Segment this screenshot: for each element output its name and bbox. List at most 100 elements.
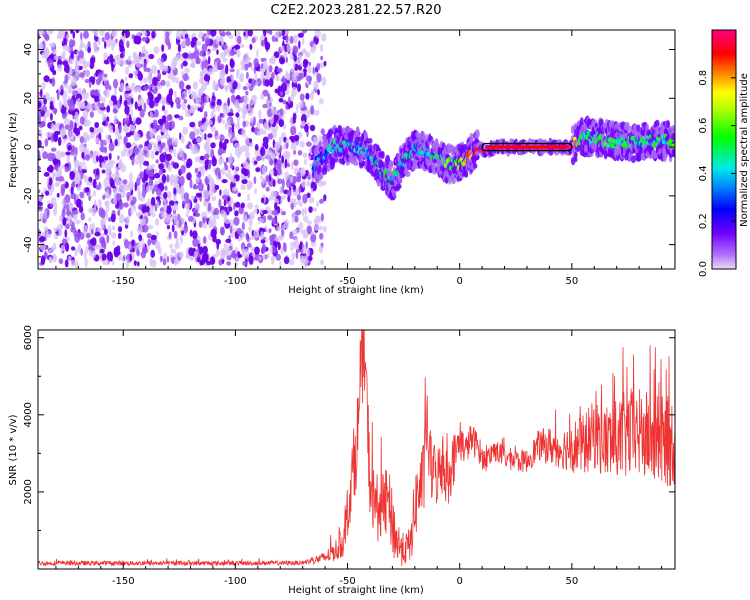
noise-speckle [306,220,312,225]
noise-speckle [98,207,105,218]
noise-speckle [104,228,108,236]
noise-speckle [133,260,137,266]
noise-speckle [212,214,217,222]
noise-speckle [106,105,111,113]
noise-speckle [203,111,208,119]
noise-speckle [203,201,209,206]
noise-speckle [98,72,103,82]
noise-speckle [284,151,291,159]
noise-speckle [99,30,105,37]
noise-speckle [233,142,241,148]
noise-speckle [173,186,177,197]
noise-speckle [40,100,44,109]
noise-speckle [98,181,101,189]
noise-speckle [236,70,239,80]
noise-speckle [278,119,284,128]
noise-speckle [222,44,228,50]
noise-speckle [95,137,100,144]
noise-speckle [84,44,88,52]
noise-speckle [137,72,143,81]
noise-speckle [112,188,117,193]
noise-speckle [226,261,232,266]
noise-speckle [102,194,106,200]
noise-speckle [293,53,298,62]
noise-speckle [271,259,275,265]
noise-speckle [308,206,313,214]
noise-speckle [89,57,96,64]
noise-speckle [117,155,120,160]
spectrogram-y-tick-label: 40 [23,43,34,56]
noise-speckle [58,30,63,39]
noise-speckle [48,256,53,264]
colorbar-tick-label: 0.2 [698,213,709,229]
noise-speckle [130,209,134,216]
noise-speckle [48,42,55,48]
noise-speckle [310,105,315,115]
noise-speckle [178,115,184,121]
noise-speckle [94,100,98,110]
noise-speckle [119,44,125,53]
noise-speckle [101,121,107,126]
noise-speckle [123,117,130,125]
noise-speckle [119,52,124,59]
spectrogram-y-axis-label: Frequency (Hz) [8,112,19,188]
noise-speckle [40,88,43,98]
noise-speckle [38,113,42,120]
noise-speckle [180,234,183,245]
noise-speckle [92,178,97,189]
noise-speckle [159,119,164,126]
noise-speckle [123,135,128,144]
noise-speckle [201,35,205,42]
noise-speckle [86,180,91,186]
noise-speckle [100,139,104,148]
noise-speckle [97,228,103,232]
noise-speckle [108,142,115,152]
noise-speckle [256,48,259,58]
ridge-halo [463,172,469,178]
noise-speckle [139,108,145,118]
noise-speckle [312,66,315,75]
noise-speckle [227,118,231,128]
noise-speckle [183,224,189,234]
noise-speckle [108,134,112,140]
noise-speckle [235,166,240,172]
noise-speckle [305,241,309,250]
noise-speckle [302,152,308,159]
noise-speckle [81,151,85,159]
noise-speckle [211,101,215,107]
noise-speckle [158,163,165,170]
noise-speckle [78,232,85,240]
noise-speckle [298,101,304,109]
noise-speckle [59,223,64,230]
noise-speckle [242,120,247,128]
noise-speckle [290,246,294,251]
noise-speckle [103,177,110,188]
noise-speckle [285,142,289,149]
noise-speckle [60,188,65,197]
noise-speckle [114,138,118,147]
noise-speckle [174,242,180,250]
noise-speckle [171,213,178,220]
noise-speckle [281,178,285,189]
noise-speckle [290,142,297,151]
noise-speckle [174,259,178,267]
noise-speckle [293,38,298,44]
noise-speckle [156,124,163,130]
noise-speckle [195,177,200,183]
noise-speckle [292,184,296,191]
noise-speckle [142,224,149,233]
noise-speckle [296,171,302,181]
noise-speckle [92,190,97,197]
noise-speckle [137,31,141,36]
noise-speckle [111,39,117,48]
noise-speckle [101,253,107,262]
noise-speckle [82,224,89,235]
noise-speckle [117,232,122,240]
noise-speckle [57,64,63,72]
noise-speckle [104,40,107,49]
noise-speckle [103,59,110,65]
noise-speckle [55,150,62,161]
noise-speckle [75,30,80,34]
noise-speckle [141,246,149,254]
noise-speckle [82,109,89,119]
